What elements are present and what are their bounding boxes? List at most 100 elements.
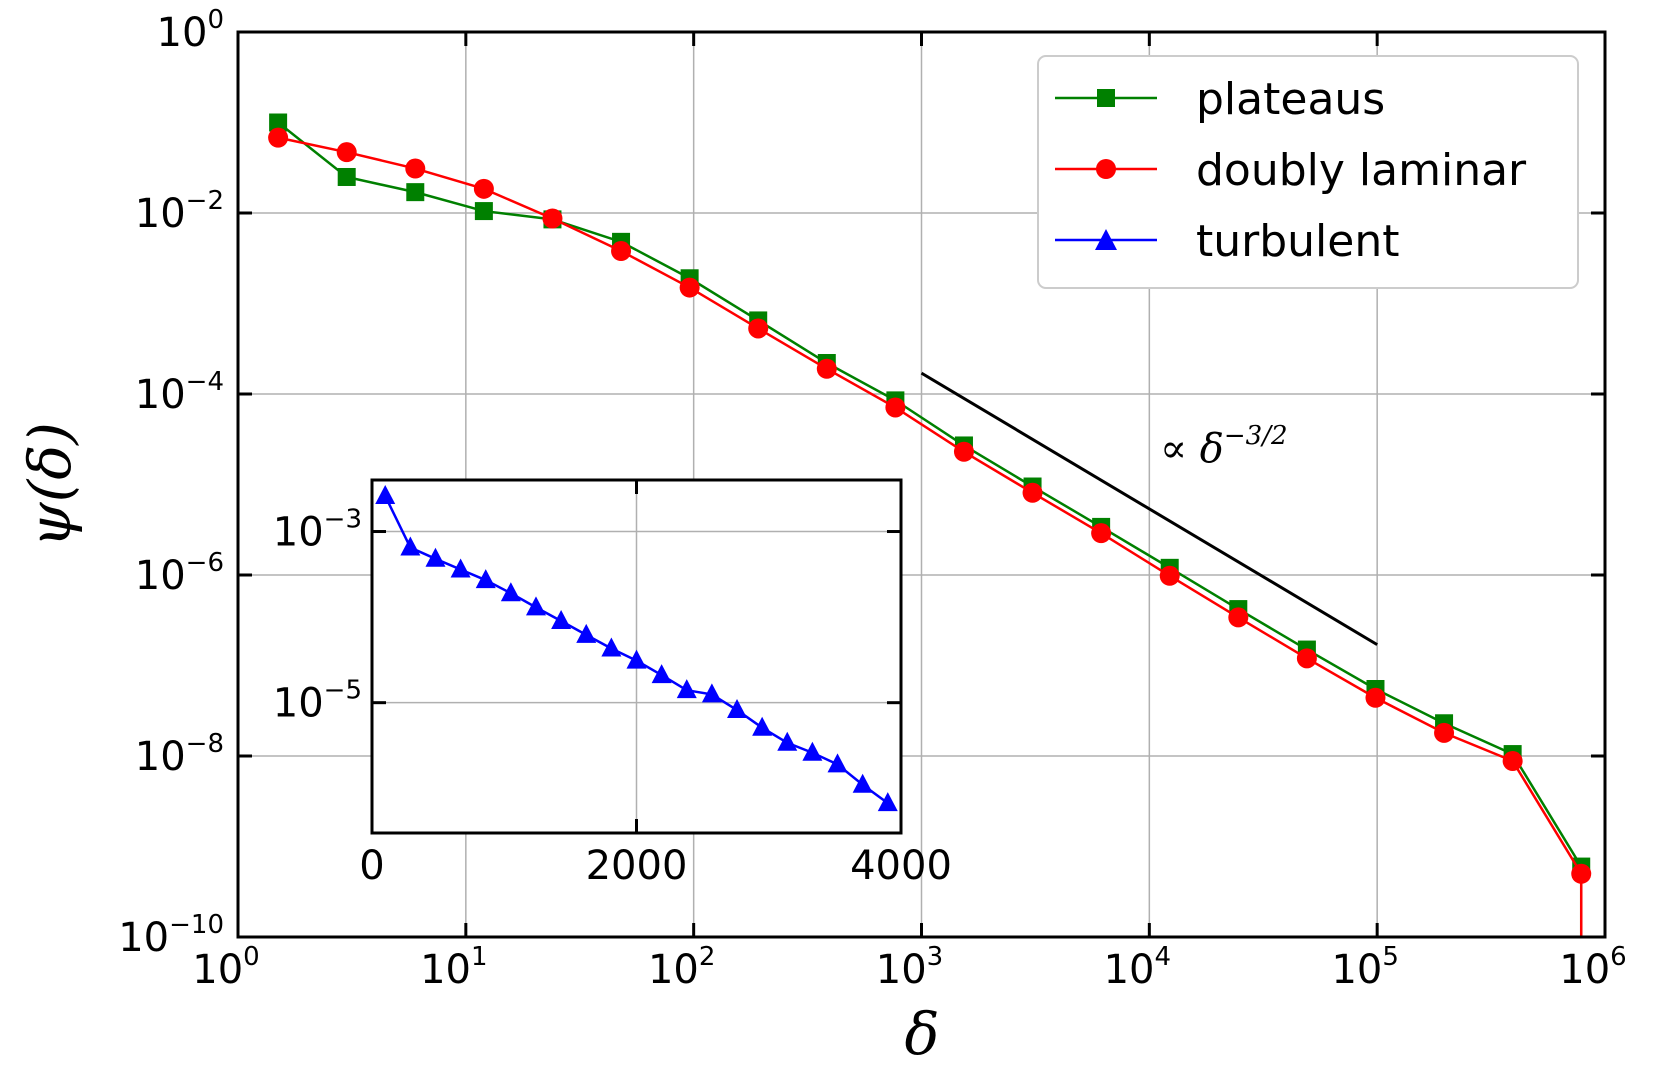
y-tick-base: 10	[135, 553, 186, 599]
point-doubly-laminar	[1365, 687, 1386, 708]
y-tick-label: 100	[157, 5, 224, 56]
slope-label-prefix: ∝ δ	[1160, 426, 1224, 472]
x-tick-label: 103	[876, 942, 943, 993]
y-axis-label: ψ(δ)	[16, 422, 84, 548]
legend-entry-plateaus: plateaus	[1055, 74, 1385, 125]
point-doubly-laminar	[336, 142, 357, 163]
inset-y-tick-base: 10	[273, 681, 324, 727]
y-tick-exponent: −10	[169, 910, 224, 940]
x-tick-base: 10	[1331, 947, 1382, 993]
point-turbulent	[450, 558, 471, 578]
point-turbulent	[475, 569, 496, 589]
point-doubly-laminar	[1022, 482, 1043, 503]
x-tick-label: 102	[648, 942, 715, 993]
legend-entry-turbulent: turbulent	[1055, 216, 1399, 267]
point-turbulent	[877, 792, 898, 812]
point-plateaus	[406, 183, 425, 202]
inset-series	[375, 485, 898, 812]
legend-marker-plateaus	[1097, 89, 1115, 107]
slope-annotation: ∝ δ−3/2	[920, 371, 1378, 646]
point-turbulent	[576, 623, 597, 643]
legend-label-plateaus: plateaus	[1196, 74, 1385, 125]
y-tick-exponent: −4	[186, 367, 224, 397]
x-tick-label: 100	[192, 942, 259, 993]
point-doubly-laminar	[405, 158, 426, 179]
x-tick-base: 10	[1559, 947, 1610, 993]
reference-slope-line	[920, 371, 1378, 646]
inset-plot-frame	[370, 478, 903, 835]
point-doubly-laminar	[1502, 751, 1523, 772]
x-tick-exponent: 2	[699, 942, 716, 972]
y-tick-exponent: −8	[186, 729, 224, 759]
point-doubly-laminar	[816, 358, 837, 379]
y-tick-label: 10−4	[135, 367, 224, 418]
inset-y-tick-exponent: −5	[324, 676, 362, 706]
point-turbulent	[727, 699, 748, 719]
y-tick-base: 10	[157, 10, 208, 56]
x-tick-label: 101	[420, 942, 487, 993]
legend: plateaus doubly laminar turbulent	[1037, 55, 1579, 289]
x-tick-exponent: 1	[471, 942, 488, 972]
y-tick-label: 10−10	[118, 910, 224, 961]
main-ticks: 100 101 102 103 104 105 10610010−210−410−610−8…	[118, 5, 1627, 993]
x-tick-base: 10	[420, 947, 471, 993]
point-doubly-laminar	[1159, 565, 1180, 586]
point-turbulent	[601, 637, 622, 657]
point-doubly-laminar	[268, 127, 289, 148]
legend-marker-turbulent	[1095, 229, 1117, 250]
x-tick-exponent: 4	[1155, 942, 1172, 972]
inset-y-tick-base: 10	[273, 510, 324, 556]
point-turbulent	[500, 582, 521, 602]
y-tick-exponent: 0	[207, 5, 224, 35]
slope-label-exponent: −3/2	[1224, 421, 1288, 451]
inset-x-tick-label: 4000	[850, 843, 952, 889]
point-plateaus	[337, 167, 356, 186]
y-tick-label: 10−6	[135, 548, 224, 599]
point-turbulent	[852, 773, 873, 793]
point-turbulent	[626, 649, 647, 669]
x-tick-label: 106	[1559, 942, 1626, 993]
y-tick-base: 10	[118, 915, 169, 961]
y-tick-exponent: −2	[186, 186, 224, 216]
point-doubly-laminar	[748, 318, 769, 339]
point-turbulent	[425, 547, 446, 567]
point-turbulent	[752, 716, 773, 736]
point-plateaus	[269, 113, 288, 132]
inset-x-tick-label: 2000	[586, 843, 688, 889]
legend-label-turbulent: turbulent	[1196, 216, 1399, 267]
point-doubly-laminar	[1091, 523, 1112, 544]
main-plot-frame	[236, 30, 1607, 939]
point-doubly-laminar	[473, 178, 494, 199]
x-tick-base: 10	[648, 947, 699, 993]
point-doubly-laminar	[953, 441, 974, 462]
x-tick-label: 105	[1331, 942, 1398, 993]
main-series	[268, 113, 1592, 937]
y-tick-base: 10	[135, 734, 186, 780]
legend-entry-doubly-laminar: doubly laminar	[1055, 145, 1527, 196]
point-doubly-laminar	[679, 277, 700, 298]
x-tick-base: 10	[876, 947, 927, 993]
point-doubly-laminar	[1296, 648, 1317, 669]
x-tick-exponent: 6	[1610, 942, 1627, 972]
y-tick-label: 10−2	[135, 186, 224, 237]
x-axis-label: δ	[905, 1000, 940, 1068]
y-tick-exponent: −6	[186, 548, 224, 578]
inset-y-tick-label: 10−3	[273, 505, 362, 556]
point-turbulent	[802, 741, 823, 761]
point-doubly-laminar	[1571, 863, 1592, 884]
point-turbulent	[676, 679, 697, 699]
point-turbulent	[525, 596, 546, 616]
inset-y-tick-label: 10−5	[273, 676, 362, 727]
slope-label: ∝ δ−3/2	[1160, 421, 1288, 472]
point-plateaus	[474, 202, 493, 221]
point-doubly-laminar	[1228, 607, 1249, 628]
x-tick-exponent: 0	[243, 942, 260, 972]
y-tick-base: 10	[135, 372, 186, 418]
inset-y-tick-exponent: −3	[324, 505, 362, 535]
legend-box	[1037, 55, 1579, 289]
x-tick-exponent: 5	[1382, 942, 1399, 972]
point-turbulent	[701, 683, 722, 703]
